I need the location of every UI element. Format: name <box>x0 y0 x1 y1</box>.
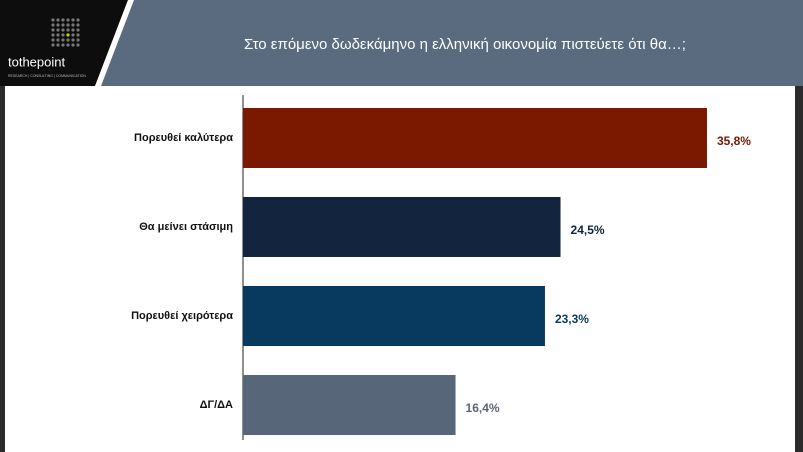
logo-dot <box>51 33 55 37</box>
value-label: 24,5% <box>571 223 605 237</box>
logo-dot <box>76 23 80 27</box>
logo-dot <box>76 33 80 37</box>
logo-dot <box>71 43 75 47</box>
logo-area <box>0 0 128 86</box>
logo-dots <box>51 18 80 47</box>
logo-dot <box>66 28 70 32</box>
logo-dot <box>51 43 55 47</box>
logo-dot <box>56 28 60 32</box>
logo-dot <box>76 18 80 22</box>
category-label: Θα μείνει στάσιμη <box>139 221 233 233</box>
bar <box>243 286 545 346</box>
logo-dot <box>71 18 75 22</box>
logo-dot <box>66 38 70 42</box>
logo-dot <box>76 28 80 32</box>
logo-dot <box>76 38 80 42</box>
logo-dot <box>61 23 65 27</box>
chart-title: Στο επόμενο δωδεκάμηνο η ελληνική οικονο… <box>244 36 686 53</box>
header-band <box>0 0 803 86</box>
logo-dot <box>56 33 60 37</box>
logo-dot <box>51 23 55 27</box>
logo-dot <box>66 33 70 37</box>
logo-dot <box>61 18 65 22</box>
bar <box>243 375 456 435</box>
logo-dot <box>51 28 55 32</box>
logo-dot <box>61 33 65 37</box>
logo-dot <box>56 23 60 27</box>
logo-dot <box>71 33 75 37</box>
logo-dot <box>51 18 55 22</box>
logo-dot <box>61 38 65 42</box>
logo-divider <box>95 0 134 86</box>
value-label: 23,3% <box>555 312 589 326</box>
value-label: 35,8% <box>717 134 751 148</box>
logo-dot <box>66 18 70 22</box>
logo-dot <box>56 38 60 42</box>
logo-dot <box>61 28 65 32</box>
logo-dot <box>71 38 75 42</box>
logo-dot <box>66 43 70 47</box>
logo-dot <box>76 43 80 47</box>
category-label: Πορευθεί χειρότερα <box>131 310 233 322</box>
logo-dot <box>66 23 70 27</box>
logo-dot <box>56 18 60 22</box>
logo-tagline: RESEARCH | CONSULTING | COMMUNICATION <box>8 74 86 78</box>
logo-dot <box>71 28 75 32</box>
logo-dot <box>51 38 55 42</box>
category-label: Πορευθεί καλύτερα <box>134 132 233 144</box>
logo-dot <box>61 43 65 47</box>
bar <box>243 197 561 257</box>
logo-dot <box>56 43 60 47</box>
value-label: 16,4% <box>466 401 500 415</box>
bar <box>243 108 707 168</box>
logo-text: tothepoint <box>8 54 65 69</box>
category-label: ΔΓ/ΔΑ <box>200 399 233 411</box>
logo-dot <box>71 23 75 27</box>
